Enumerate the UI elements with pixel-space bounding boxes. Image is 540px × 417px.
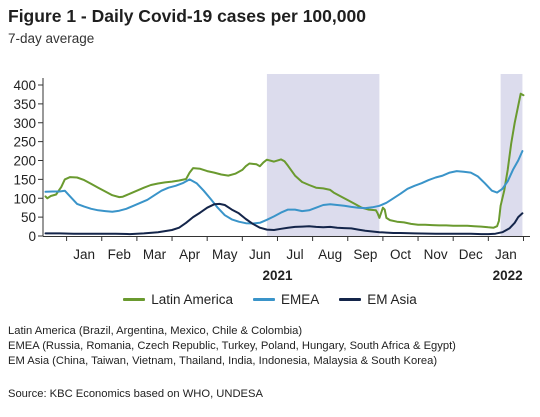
y-tick-label-5: 250 — [13, 135, 36, 150]
y-tick-label-8: 400 — [13, 78, 36, 93]
x-tick-label-10: Nov — [424, 247, 448, 262]
x-tick-label-2: Mar — [143, 247, 167, 262]
legend-label-emea: EMEA — [281, 292, 320, 307]
chart-source: Source: KBC Economics based on WHO, UNDE… — [8, 388, 263, 400]
x-year-label-0: 2021 — [262, 268, 293, 283]
x-tick-label-9: Oct — [390, 247, 411, 262]
y-tick-label-0: 0 — [28, 229, 36, 244]
note-em-asia: EM Asia (China, Taiwan, Vietnam, Thailan… — [8, 355, 438, 367]
x-tick-label-4: May — [212, 247, 238, 262]
series-line-emea — [44, 150, 524, 225]
legend-swatch-emea — [253, 298, 275, 301]
series-line-latin-america — [44, 92, 525, 229]
chart-legend: Latin America EMEA EM Asia — [0, 292, 540, 307]
legend-item-emea: EMEA — [253, 292, 319, 307]
legend-label-latin-america: Latin America — [151, 292, 233, 307]
x-tick-label-1: Feb — [108, 247, 131, 262]
shaded-period-0 — [266, 74, 380, 236]
x-year-label-1: 2022 — [493, 268, 523, 283]
y-tick-label-4: 200 — [13, 154, 36, 169]
chart-title: Figure 1 - Daily Covid-19 cases per 100,… — [8, 6, 366, 26]
note-latin-america: Latin America (Brazil, Argentina, Mexico… — [8, 325, 303, 337]
x-tick-label-7: Aug — [318, 247, 342, 262]
legend-item-latin-america: Latin America — [123, 292, 233, 307]
y-tick-label-6: 300 — [13, 116, 36, 131]
y-tick-label-3: 150 — [13, 172, 36, 187]
legend-swatch-latin-america — [123, 298, 146, 301]
legend-item-em-asia: EM Asia — [339, 292, 417, 307]
x-tick-label-0: Jan — [73, 247, 95, 262]
chart-notes: Latin America (Brazil, Argentina, Mexico… — [8, 324, 456, 369]
x-tick-label-5: Jun — [249, 247, 271, 262]
y-tick-label-1: 50 — [21, 210, 36, 225]
chart-subtitle: 7-day average — [8, 31, 95, 46]
legend-swatch-em-asia — [339, 298, 362, 301]
x-tick-label-3: Apr — [179, 247, 201, 262]
legend-label-em-asia: EM Asia — [367, 292, 417, 307]
y-tick-label-7: 350 — [13, 97, 36, 112]
note-emea: EMEA (Russia, Romania, Czech Republic, T… — [8, 340, 456, 352]
x-tick-label-8: Sep — [353, 247, 377, 262]
x-tick-label-6: Jul — [286, 247, 303, 262]
line-chart: 0 50 100 150 200 250 300 350 400 Jan Feb Mar Apr May J… — [13, 74, 530, 283]
y-tick-label-2: 100 — [13, 191, 36, 206]
x-tick-label-11: Dec — [459, 247, 483, 262]
x-tick-label-12: Jan — [495, 247, 517, 262]
series-line-em-asia — [44, 202, 524, 236]
